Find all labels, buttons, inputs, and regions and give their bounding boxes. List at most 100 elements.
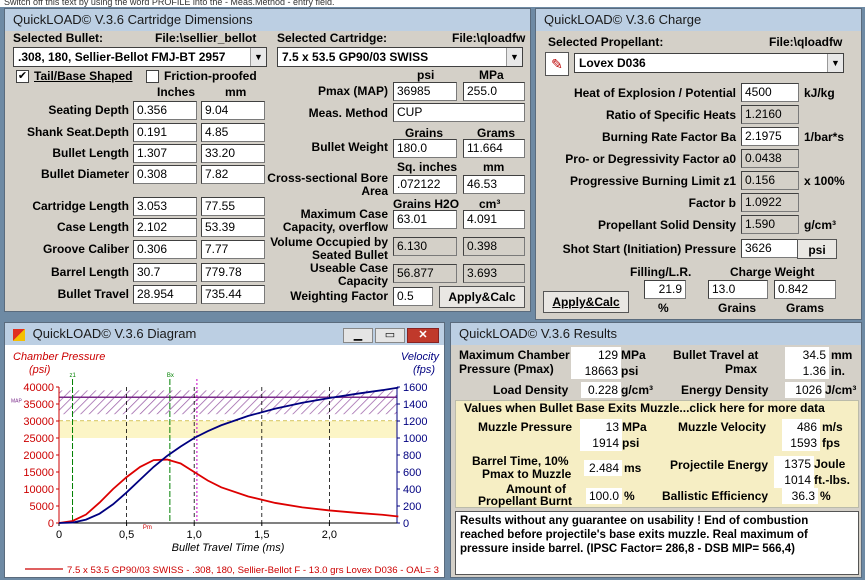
dim-row-inches-field[interactable]: 0.356 [133, 101, 197, 120]
charge-weight-grams-field[interactable]: 0.842 [774, 280, 836, 299]
muzzle-values-header[interactable]: Values when Bullet Base Exits Muzzle...c… [464, 401, 825, 415]
bullet-weight-grains-field[interactable]: 180.0 [393, 139, 457, 158]
dim-row-label: Bullet Length [52, 146, 129, 160]
max-case-cap-cm3-field[interactable]: 4.091 [463, 210, 525, 229]
dim-row-inches-field[interactable]: 3.053 [133, 197, 197, 216]
max-chamber-label-1: Maximum Chamber [459, 348, 570, 362]
propellant-burnt-value: 100.0 [586, 488, 622, 504]
bore-area-label-1: Cross-sectional Bore [267, 171, 388, 185]
selected-bullet-label: Selected Bullet: [13, 31, 104, 45]
dim-row-mm-field[interactable]: 779.78 [201, 263, 265, 282]
mm2-header: mm [483, 160, 505, 174]
inches-header: Inches [157, 85, 196, 99]
maximize-button[interactable]: ▭ [375, 328, 405, 343]
charge-row-value[interactable]: 0.0438 [741, 149, 799, 168]
charge-row-value[interactable]: 2.1975 [741, 127, 799, 146]
charge-row-value[interactable]: 4500 [741, 83, 799, 102]
dim-row-mm-field[interactable]: 735.44 [201, 285, 265, 304]
bore-area-in-field[interactable]: .072122 [393, 175, 457, 194]
propellant-edit-icon[interactable]: ✎ [545, 52, 569, 76]
dim-row-inches-field[interactable]: 30.7 [133, 263, 197, 282]
max-case-cap-grains-field[interactable]: 63.01 [393, 210, 457, 229]
weighting-factor-field[interactable]: 0.5 [393, 287, 433, 306]
dim-row-inches-field[interactable]: 28.954 [133, 285, 197, 304]
chevron-down-icon[interactable]: ▼ [250, 48, 266, 66]
ballistic-efficiency-label: Ballistic Efficiency [662, 489, 769, 503]
y2-tick-label: 1000 [403, 433, 427, 445]
load-density-unit: g/cm³ [621, 383, 654, 397]
muzzle-values-panel[interactable]: Values when Bullet Base Exits Muzzle...c… [455, 400, 859, 508]
pmax-mpa-field[interactable]: 255.0 [463, 82, 525, 101]
charge-apply-calc-button[interactable]: Apply&Calc [543, 291, 629, 313]
y-tick-label: 35000 [23, 399, 54, 411]
dim-row-inches-field[interactable]: 2.102 [133, 218, 197, 237]
vol-occupied-label-1: Volume Occupied by [270, 235, 388, 249]
results-note: Results without any guarantee on usabili… [455, 511, 859, 575]
cartridge-select-value: 7.5 x 53.5 GP90/03 SWISS [282, 50, 429, 64]
friction-proofed-checkbox[interactable] [146, 70, 159, 83]
charge-row-unit: kJ/kg [804, 86, 835, 100]
charge-title: QuickLOAD© V.3.6 Charge [536, 9, 861, 31]
bullet-weight-grams-field[interactable]: 11.664 [463, 139, 525, 158]
charge-row-value[interactable]: 1.0922 [741, 193, 799, 212]
dim-row-inches-field[interactable]: 1.307 [133, 144, 197, 163]
y2-tick-label: 800 [403, 450, 421, 462]
psi-header: psi [417, 68, 435, 82]
pmax-label: Pmax (MAP) [317, 84, 388, 98]
pm-label: Pm [143, 525, 152, 531]
cartridge-file-label: File:\qloadfw [452, 31, 526, 45]
fps-unit: fps [822, 436, 840, 450]
dim-row-mm-field[interactable]: 4.85 [201, 123, 265, 142]
dim-row-mm-field[interactable]: 53.39 [201, 218, 265, 237]
max-case-cap-label-2: Capacity, overflow [282, 220, 388, 234]
selected-propellant-label: Selected Propellant: [548, 35, 664, 49]
ballistic-efficiency-value: 36.3 [782, 488, 818, 504]
dim-row-mm-field[interactable]: 9.04 [201, 101, 265, 120]
meas-method-field[interactable]: CUP [393, 103, 525, 122]
dim-row-inches-field[interactable]: 0.191 [133, 123, 197, 142]
dim-row-mm-field[interactable]: 7.82 [201, 165, 265, 184]
shot-start-psi-button[interactable]: psi [797, 239, 837, 259]
grams-unit-label: Grams [786, 301, 825, 315]
dim-row-mm-field[interactable]: 77.55 [201, 197, 265, 216]
charge-weight-grains-field[interactable]: 13.0 [708, 280, 768, 299]
app-icon [13, 328, 25, 341]
vol-occupied-label-2: Seated Bullet [311, 248, 388, 262]
pressure-curve [58, 458, 399, 524]
map-limit-band [59, 390, 397, 415]
joule-unit: Joule [814, 457, 846, 471]
charge-row-value[interactable]: 1.2160 [741, 105, 799, 124]
left-axis-unit: (psi) [29, 364, 51, 376]
close-button[interactable]: ✕ [407, 328, 439, 343]
max-chamber-label-2: Pressure (Pmax) [459, 362, 554, 376]
chevron-down-icon[interactable]: ▼ [827, 54, 843, 72]
bore-area-label-2: Area [361, 184, 388, 198]
propellant-burnt-label-1: Amount of [506, 482, 566, 496]
charge-row-value[interactable]: 0.156 [741, 171, 799, 190]
meas-method-label: Meas. Method [308, 106, 388, 120]
tail-base-checkbox[interactable]: ✔ [16, 70, 29, 83]
bullet-select[interactable]: .308, 180, Sellier-Bellot FMJ-BT 2957 ▼ [13, 47, 267, 67]
dims-apply-calc-button[interactable]: Apply&Calc [439, 286, 525, 308]
pmax-psi-field[interactable]: 36985 [393, 82, 457, 101]
charge-row-value[interactable]: 3626 [741, 239, 799, 258]
chevron-down-icon[interactable]: ▼ [506, 48, 522, 66]
charge-row-value[interactable]: 1.590 [741, 215, 799, 234]
cartridge-select[interactable]: 7.5 x 53.5 GP90/03 SWISS ▼ [277, 47, 523, 67]
dim-row-inches-field[interactable]: 0.308 [133, 165, 197, 184]
filling-lr-field[interactable]: 21.9 [644, 280, 686, 299]
barrel-time-label-2: Pmax to Muzzle [482, 467, 572, 481]
bore-area-mm-field[interactable]: 46.53 [463, 175, 525, 194]
filling-lr-label: Filling/L.R. [630, 265, 692, 279]
y-tick-label: 20000 [23, 450, 54, 462]
dim-row-mm-field[interactable]: 7.77 [201, 240, 265, 259]
minimize-button[interactable]: ▁ [343, 328, 373, 343]
propellant-select[interactable]: Lovex D036 ▼ [574, 53, 844, 73]
map-yellow-band [59, 421, 397, 438]
muzzle-pressure-mpa-unit: MPa [622, 420, 647, 434]
charge-row-label: Shot Start (Initiation) Pressure [562, 242, 736, 256]
dim-row-inches-field[interactable]: 0.306 [133, 240, 197, 259]
bullet-travel-pmax-label-2: Pmax [725, 362, 758, 376]
x-tick-label: 0 [56, 529, 62, 541]
dim-row-mm-field[interactable]: 33.20 [201, 144, 265, 163]
